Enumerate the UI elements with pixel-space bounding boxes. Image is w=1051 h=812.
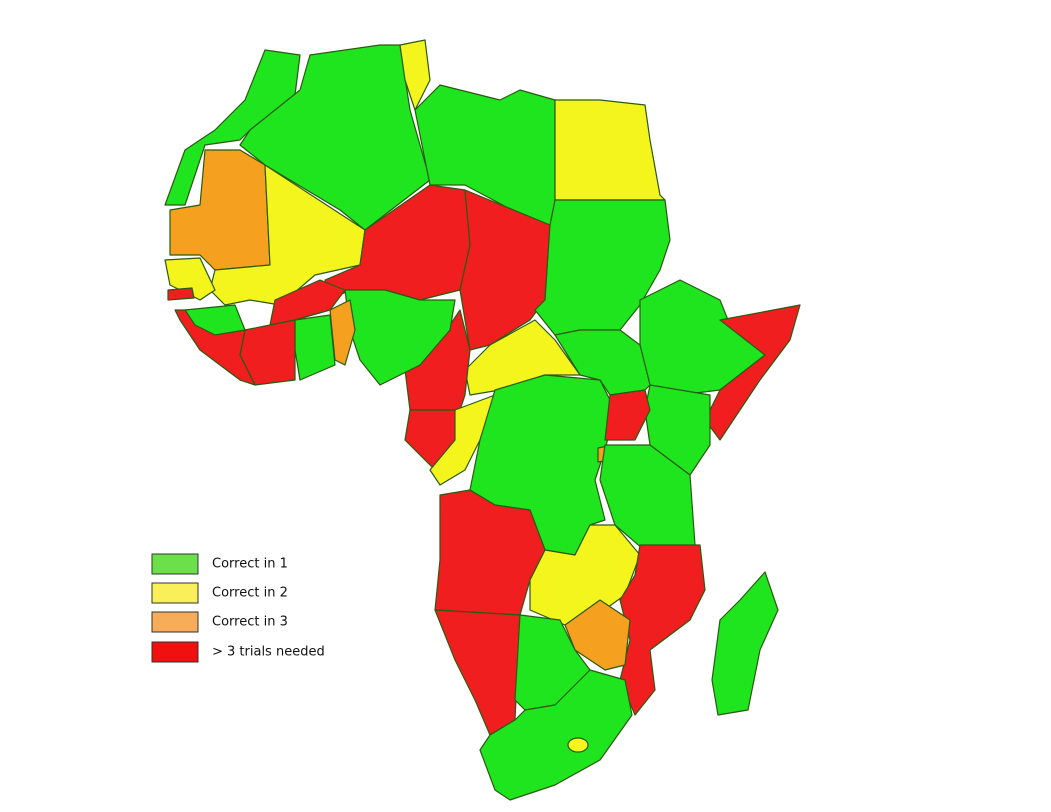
legend-label: > 3 trials needed bbox=[212, 645, 325, 660]
country bbox=[464, 319, 581, 396]
country bbox=[434, 609, 521, 736]
legend-swatch bbox=[151, 553, 199, 575]
country bbox=[711, 571, 779, 716]
legend-label: Correct in 1 bbox=[212, 557, 288, 572]
country bbox=[619, 544, 706, 716]
country bbox=[567, 737, 589, 753]
country bbox=[344, 289, 456, 386]
country bbox=[167, 287, 195, 301]
country bbox=[164, 257, 216, 301]
country bbox=[479, 669, 633, 801]
country bbox=[534, 199, 671, 336]
legend-swatch bbox=[151, 582, 199, 604]
legend-swatch bbox=[151, 641, 199, 663]
country bbox=[184, 304, 246, 336]
country bbox=[554, 329, 651, 396]
africa-countries bbox=[164, 39, 801, 801]
legend-label: Correct in 2 bbox=[212, 586, 288, 601]
country bbox=[554, 99, 666, 201]
country bbox=[239, 44, 431, 231]
country bbox=[294, 314, 336, 381]
country bbox=[704, 304, 801, 441]
country bbox=[604, 389, 651, 441]
legend-swatch bbox=[151, 611, 199, 633]
country bbox=[164, 49, 301, 206]
legend: Correct in 1 Correct in 2 Correct in 3 >… bbox=[151, 553, 325, 663]
country bbox=[399, 39, 431, 111]
legend-label: Correct in 3 bbox=[212, 615, 288, 630]
